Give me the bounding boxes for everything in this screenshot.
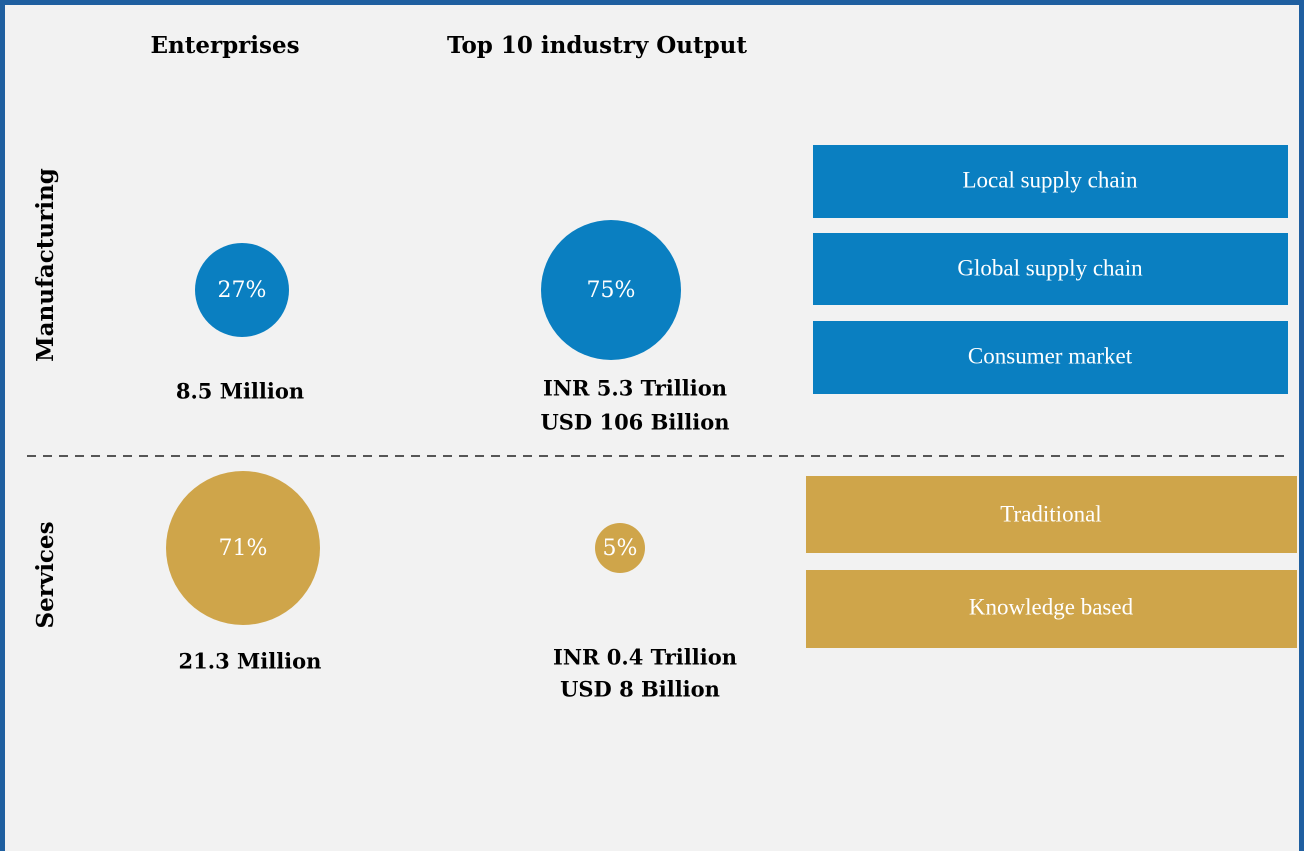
caption: INR 5.3 Trillion [543,376,727,401]
caption: INR 0.4 Trillion [553,645,737,670]
segment-label: Local supply chain [962,167,1138,192]
segment-label: Global supply chain [957,255,1143,280]
share-circle [166,471,320,625]
segment-label: Consumer market [968,343,1133,368]
row-label: Services [32,521,59,628]
share-circle [541,220,681,360]
segment-box [813,233,1288,305]
segment-box [806,570,1297,648]
segment-box [813,145,1288,218]
share-circle [595,523,645,573]
share-label: 71% [219,536,268,561]
header: Top 10 industry Output [447,32,747,59]
header: Enterprises [150,32,299,59]
segment-label: Traditional [1000,501,1101,526]
caption: 21.3 Million [179,649,322,674]
caption: 8.5 Million [176,379,304,404]
caption: USD 8 Billion [560,677,720,702]
caption: USD 106 Billion [540,410,729,435]
row-label: Manufacturing [32,168,59,362]
segment-box [806,476,1297,553]
share-label: 5% [603,536,638,561]
share-circle [195,243,289,337]
share-label: 75% [587,278,636,303]
share-label: 27% [218,278,267,303]
segment-label: Knowledge based [969,594,1134,619]
segment-box [813,321,1288,394]
